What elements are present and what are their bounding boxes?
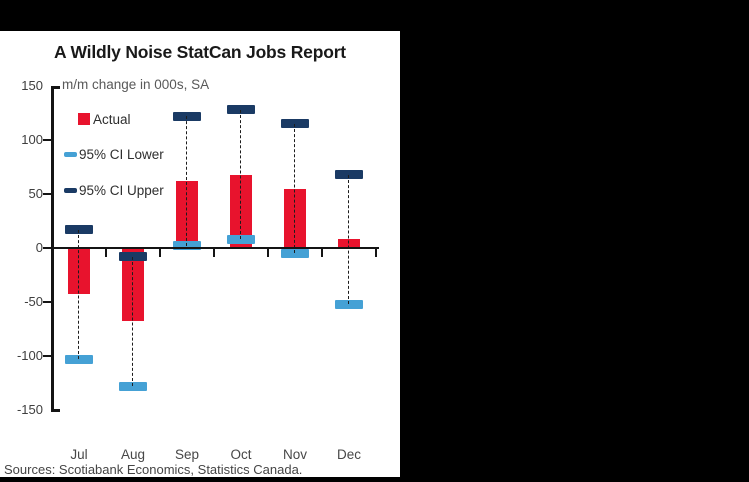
y-tick-label: 150 (21, 78, 43, 93)
y-tick-label: 0 (35, 240, 43, 255)
y-tick-label: -150 (16, 402, 43, 417)
x-tick (321, 249, 324, 257)
y-axis-top-cap (52, 86, 60, 89)
chart-title: A Wildly Noise StatCan Jobs Report (54, 42, 346, 62)
ci-lower-band-aug (119, 381, 147, 391)
y-tick-label: 50 (28, 186, 43, 201)
y-tick (43, 355, 52, 358)
x-tick-label-dec: Dec (336, 447, 361, 462)
ci-lower-band-jul (65, 354, 93, 364)
source-note: Sources: Scotiabank Economics, Statistic… (4, 462, 303, 477)
x-tick (159, 249, 162, 257)
plot-area: 150 100 50 0 -50 -100 -150 Jul Aug Sep Oct Nov Dec (0, 31, 400, 477)
x-tick (267, 249, 270, 257)
y-tick (43, 193, 52, 196)
legend-label-ci-upper: 95% CI Upper (79, 183, 164, 198)
x-tick-label-sep: Sep (174, 447, 200, 462)
y-tick (43, 301, 52, 304)
legend-label-actual: Actual (93, 112, 131, 127)
ci-whisker-aug (132, 256, 134, 387)
chart-panel: A Wildly Noise StatCan Jobs Report m/m c… (0, 31, 400, 477)
ci-upper-dash-icon (64, 188, 77, 193)
x-tick (105, 249, 108, 257)
x-tick (213, 249, 216, 257)
ci-lower-band-dec (335, 299, 363, 309)
ci-lower-band-sep (173, 241, 201, 251)
ci-lower-band-oct (227, 234, 255, 244)
y-tick (43, 139, 52, 142)
x-tick-label-jul: Jul (70, 447, 88, 462)
ci-whisker-nov (294, 123, 296, 254)
x-tick-label-nov: Nov (282, 447, 307, 462)
actual-swatch-icon (78, 113, 90, 125)
y-tick-label: -100 (16, 348, 43, 363)
x-axis-line (51, 246, 379, 250)
y-tick (43, 247, 52, 250)
y-axis-bottom-cap (52, 409, 60, 412)
chart-subtitle: m/m change in 000s, SA (62, 77, 210, 92)
x-tick-label-aug: Aug (120, 447, 146, 462)
ci-whisker-sep (186, 116, 188, 246)
ci-whisker-oct (240, 109, 242, 240)
y-tick-label: 100 (21, 132, 43, 147)
legend-label-ci-lower: 95% CI Lower (79, 147, 164, 162)
y-tick-label: -50 (24, 294, 43, 309)
ci-lower-dash-icon (64, 152, 77, 157)
ci-lower-band-nov (281, 248, 309, 258)
ci-whisker-jul (78, 229, 80, 360)
x-tick (375, 249, 378, 257)
ci-whisker-dec (348, 174, 350, 305)
x-tick-label-oct: Oct (230, 447, 252, 462)
